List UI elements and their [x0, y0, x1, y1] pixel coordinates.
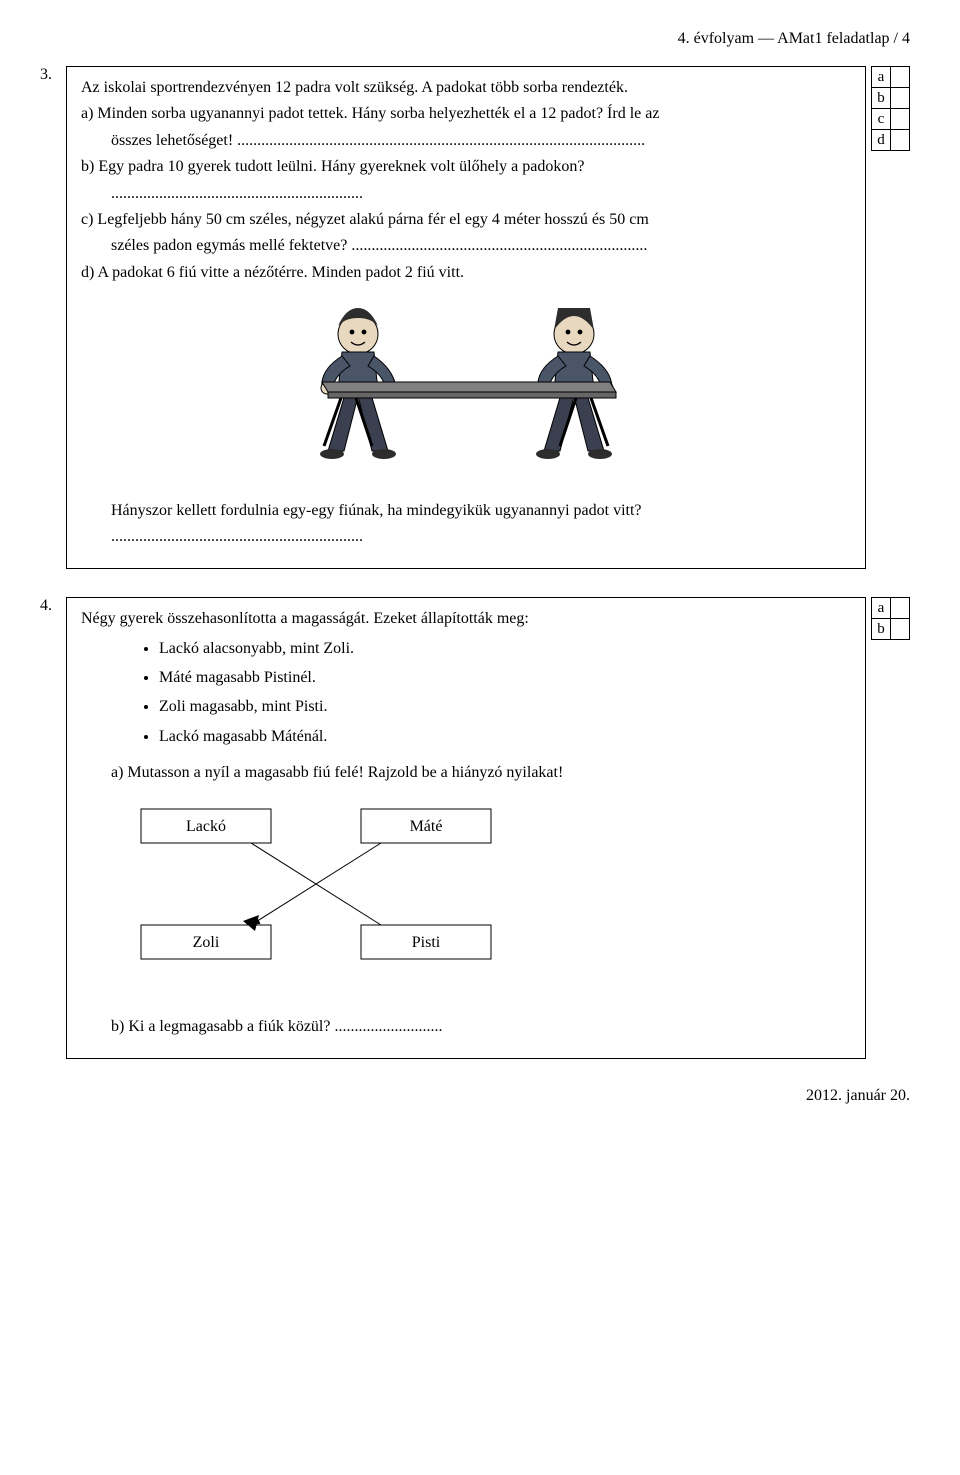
task-3-score-table: a b c d [871, 66, 910, 151]
task-4-a: a) Mutasson a nyíl a magasabb fiú felé! … [81, 760, 851, 786]
bullet-1: Lackó alacsonyabb, mint Zoli. [159, 636, 851, 662]
task-4-score-table: a b [871, 597, 910, 640]
bullet-3: Zoli magasabb, mint Pisti. [159, 694, 851, 720]
bullet-4: Lackó magasabb Máténál. [159, 724, 851, 750]
score-4-a: a [872, 598, 891, 619]
task-3-b-dots: ........................................… [81, 181, 851, 207]
task-3-body: Az iskolai sportrendezvényen 12 padra vo… [66, 66, 866, 569]
task-3: 3. Az iskolai sportrendezvényen 12 padra… [40, 66, 910, 569]
task-3-c: c) Legfeljebb hány 50 cm széles, négyzet… [81, 207, 851, 233]
graph-label-bl: Zoli [193, 934, 220, 951]
task-3-q: Hányszor kellett fordulnia egy-egy fiúna… [81, 498, 851, 524]
task-3-number: 3. [40, 66, 66, 84]
score-4-b-box[interactable] [891, 619, 910, 640]
task-4-b: b) Ki a legmagasabb a fiúk közül? ......… [81, 1014, 851, 1040]
score-4-b: b [872, 619, 891, 640]
task-3-intro: Az iskolai sportrendezvényen 12 padra vo… [81, 75, 851, 101]
bullet-2: Máté magasabb Pistinél. [159, 665, 851, 691]
task-3-c-line2: széles padon egymás mellé fektetve? ....… [81, 233, 851, 259]
score-3-b-box[interactable] [891, 88, 910, 109]
page-header: 4. évfolyam — AMat1 feladatlap / 4 [40, 30, 910, 48]
score-3-d: d [872, 130, 891, 151]
task-3-a: a) Minden sorba ugyanannyi padot tettek.… [81, 101, 851, 127]
score-3-a-box[interactable] [891, 67, 910, 88]
score-4-a-box[interactable] [891, 598, 910, 619]
task-4-number: 4. [40, 597, 66, 615]
page-footer: 2012. január 20. [40, 1087, 910, 1105]
graph-label-tl: Lackó [186, 818, 226, 835]
task-4-body: Négy gyerek összehasonlította a magasság… [66, 597, 866, 1059]
score-3-c-box[interactable] [891, 109, 910, 130]
task-3-illustration [81, 296, 851, 475]
task-4-bullets: Lackó alacsonyabb, mint Zoli. Máté magas… [81, 636, 851, 751]
task-4: 4. Négy gyerek összehasonlította a magas… [40, 597, 910, 1059]
task-3-a-line2: összes lehetőséget! ....................… [81, 128, 851, 154]
task-3-b: b) Egy padra 10 gyerek tudott leülni. Há… [81, 154, 851, 180]
score-3-b: b [872, 88, 891, 109]
task-4-graph: Lackó Máté Zoli Pisti [121, 797, 851, 996]
task-3-q-dots: ........................................… [81, 524, 851, 550]
score-3-d-box[interactable] [891, 130, 910, 151]
score-3-c: c [872, 109, 891, 130]
graph-label-tr: Máté [410, 818, 443, 835]
graph-label-br: Pisti [412, 934, 441, 951]
task-4-intro: Négy gyerek összehasonlította a magasság… [81, 606, 851, 632]
score-3-a: a [872, 67, 891, 88]
task-3-d: d) A padokat 6 fiú vitte a nézőtérre. Mi… [81, 260, 851, 286]
